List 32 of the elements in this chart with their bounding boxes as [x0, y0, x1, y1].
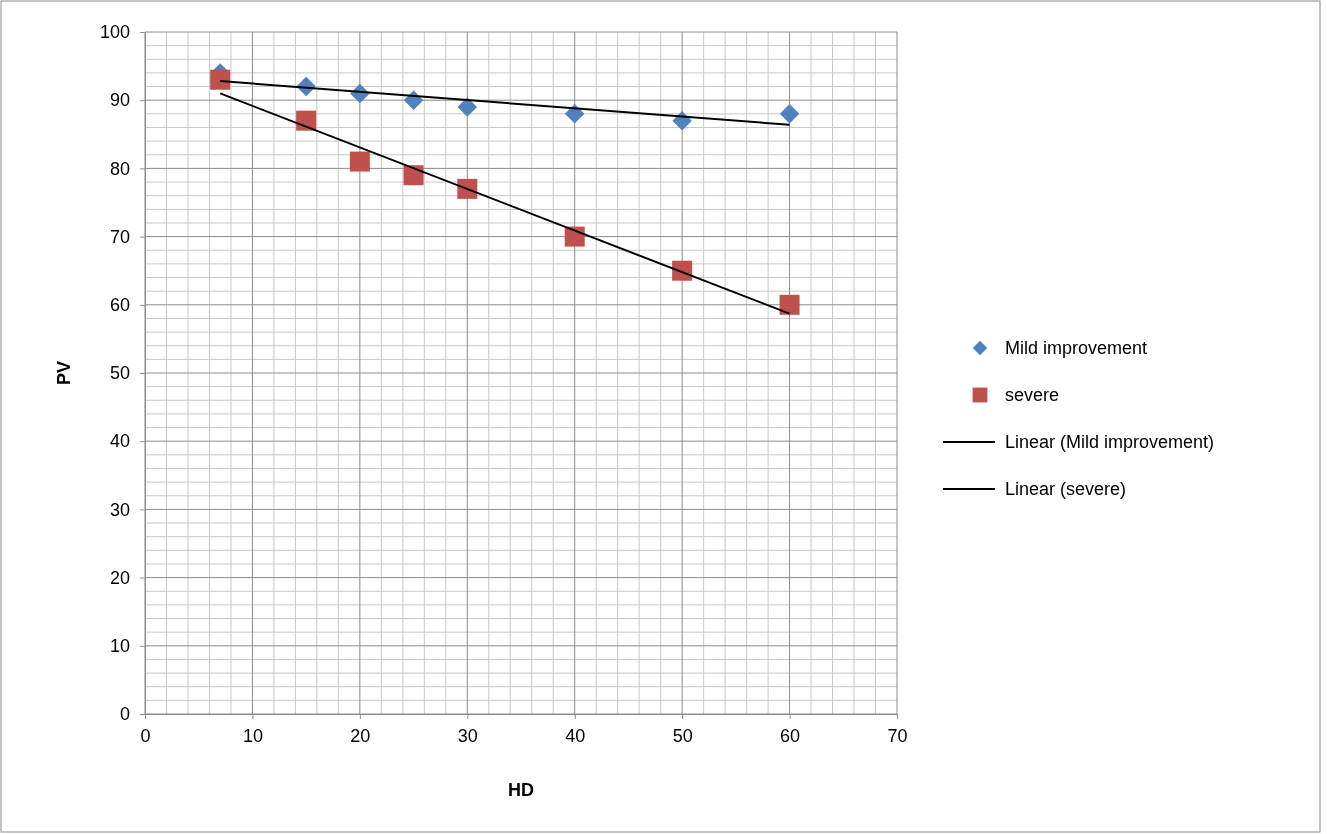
y-tick-label: 60 [109, 295, 130, 316]
legend-label: Linear (severe) [1005, 479, 1127, 499]
x-tick-label: 70 [887, 725, 908, 746]
x-tick-label: 30 [457, 725, 478, 746]
legend-label: Linear (Mild improvement) [1005, 432, 1215, 452]
x-tick-label: 40 [565, 725, 586, 746]
y-tick-label: 0 [119, 704, 130, 725]
y-tick-label: 20 [109, 567, 130, 588]
y-tick-label: 10 [109, 636, 130, 657]
y-tick-label: 30 [109, 499, 130, 520]
legend-label: Mild improvement [1005, 338, 1148, 358]
point [457, 97, 478, 117]
x-tick-label: 50 [672, 725, 693, 746]
y-tick-label: 50 [109, 363, 130, 384]
point [779, 294, 800, 315]
point [564, 104, 585, 124]
legend-label: severe [1005, 385, 1060, 405]
x-axis-title: HD [508, 780, 534, 800]
point [210, 69, 231, 90]
x-tick-label: 20 [350, 725, 371, 746]
y-tick-label: 100 [99, 22, 130, 43]
y-tick-label: 70 [109, 226, 130, 247]
y-tick-label: 40 [109, 431, 130, 452]
point [403, 165, 424, 186]
x-tick-label: 0 [140, 725, 151, 746]
y-tick-label: 90 [109, 90, 130, 111]
y-tick-label: 80 [109, 158, 130, 179]
point [779, 104, 800, 124]
x-tick-label: 10 [242, 725, 263, 746]
y-axis-title: PV [54, 360, 74, 386]
x-tick-label: 60 [780, 725, 801, 746]
point [349, 151, 370, 172]
